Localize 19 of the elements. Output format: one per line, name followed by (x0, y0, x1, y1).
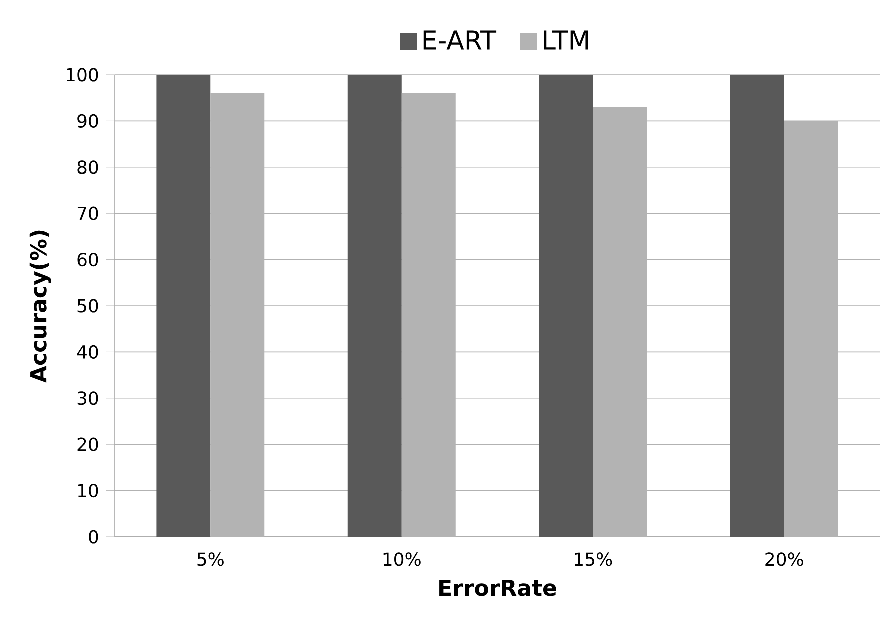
y-tick-label: 20 (78, 438, 98, 452)
y-tick-label: 40 (77, 345, 98, 359)
y-tick-label: 80 (78, 160, 98, 174)
x-tick-label: 10% (384, 552, 421, 566)
y-tick-label: 60 (78, 252, 98, 267)
legend-label: E-ART (424, 30, 497, 50)
y-tick-label: 10 (78, 484, 98, 498)
legend-label: LTM (544, 30, 588, 50)
y-tick-label: 50 (78, 299, 98, 313)
y-tick-label: 30 (78, 392, 98, 406)
y-tick-label: 70 (78, 206, 98, 220)
x-tick-label: 15% (575, 552, 612, 566)
y-axis-title: Accuracy(%) (30, 230, 52, 383)
y-tick-label: 100 (67, 68, 98, 82)
x-tick-label: 20% (766, 552, 804, 566)
x-axis-title: ErrorRate (440, 580, 556, 596)
y-tick-label: 90 (78, 114, 98, 128)
x-tick-label: 5% (198, 552, 224, 566)
y-tick-label: 0 (89, 530, 98, 544)
